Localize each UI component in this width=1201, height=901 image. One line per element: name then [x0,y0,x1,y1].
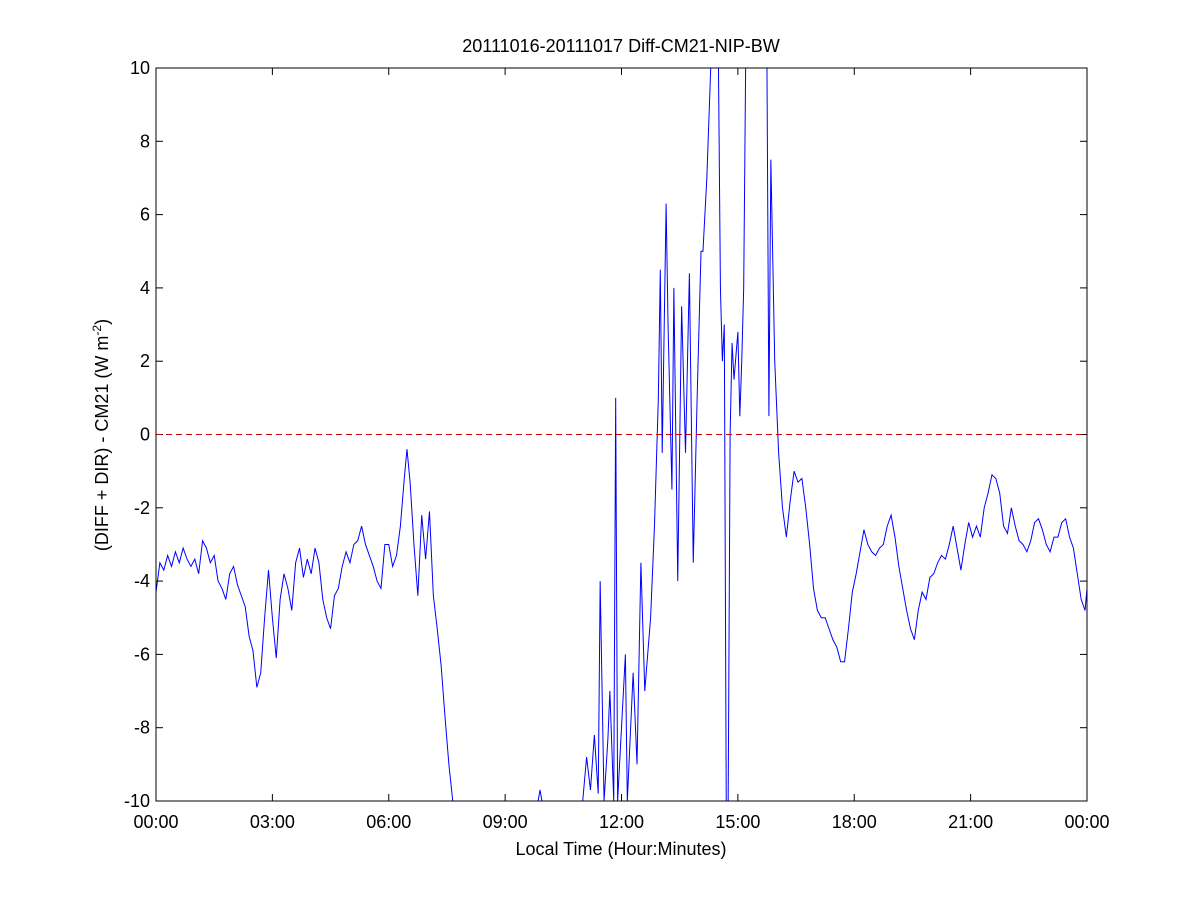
y-axis-label-exponent: -2 [90,325,104,336]
plot-area [156,68,1087,801]
y-tick-label: 8 [140,131,150,151]
y-tick-label: 10 [130,58,150,78]
x-tick-label: 09:00 [483,812,528,832]
y-tick-label: 0 [140,425,150,445]
x-tick-label: 06:00 [366,812,411,832]
y-tick-label: -6 [134,644,150,664]
y-tick-label: 6 [140,205,150,225]
data-line [156,68,1087,801]
x-tick-label: 18:00 [832,812,877,832]
y-tick-label: -2 [134,498,150,518]
x-tick-label: 00:00 [1064,812,1109,832]
axes-box [155,67,1088,802]
y-tick-label: -8 [134,718,150,738]
y-tick-label: 2 [140,351,150,371]
y-tick-label: -10 [124,791,150,811]
chart-title: 20111016-20111017 Diff-CM21-NIP-BW [462,36,780,56]
x-tick-label: 03:00 [250,812,295,832]
y-axis-label-end: ) [92,319,112,325]
y-tick-label: 4 [140,278,150,298]
y-axis-label-text: (DIFF + DIR) - CM21 (W m [92,336,112,551]
x-tick-label: 00:00 [133,812,178,832]
x-tick-label: 12:00 [599,812,644,832]
x-tick-label: 15:00 [715,812,760,832]
x-tick-label: 21:00 [948,812,993,832]
y-tick-label: -4 [134,571,150,591]
x-axis-label: Local Time (Hour:Minutes) [515,839,726,859]
y-axis-label: (DIFF + DIR) - CM21 (W m-2) [90,319,112,551]
